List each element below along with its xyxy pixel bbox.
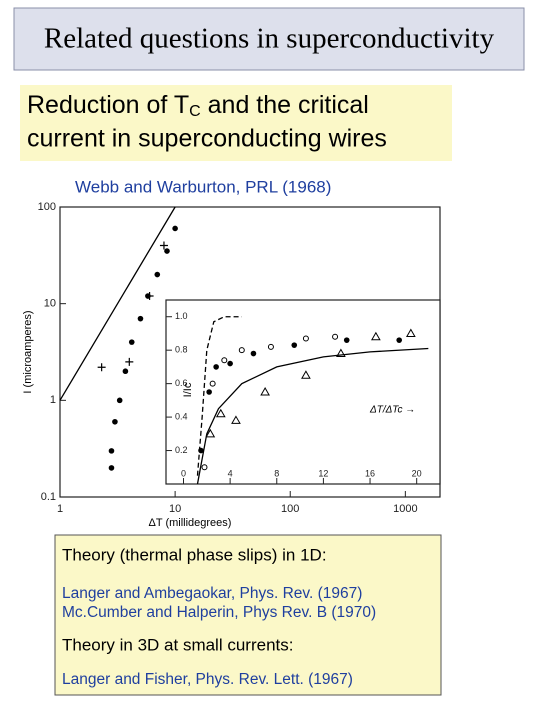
point <box>215 408 226 418</box>
point <box>137 315 144 322</box>
curve <box>196 347 429 485</box>
curve <box>196 316 242 476</box>
point <box>108 448 115 454</box>
point <box>231 415 241 424</box>
y-tick-label: 0.1 <box>41 491 56 503</box>
x-tick-label: 1 <box>57 503 63 515</box>
point <box>205 428 216 438</box>
point <box>260 386 270 396</box>
point <box>128 339 135 345</box>
theory-heading: Theory (thermal phase slips) in 1D: <box>62 545 327 564</box>
point <box>154 271 161 278</box>
point <box>201 464 208 471</box>
point <box>206 389 212 395</box>
y-tick-label: 0.2 <box>175 445 188 455</box>
point <box>198 447 204 454</box>
y-tick-label: 0.6 <box>175 378 188 388</box>
y-tick-label: 1.0 <box>175 311 188 321</box>
point <box>112 418 118 425</box>
x-tick-label: 100 <box>281 503 299 515</box>
x-axis-label: ΔT (millidegrees) <box>149 517 232 529</box>
subtitle-text: Reduction of T <box>27 91 189 119</box>
point <box>221 357 228 364</box>
point <box>396 337 402 343</box>
point <box>172 225 178 232</box>
curve <box>59 206 176 401</box>
y-tick-label: 10 <box>44 298 56 310</box>
point <box>116 397 123 404</box>
x-tick-label: 20 <box>412 468 422 478</box>
point <box>302 335 309 342</box>
y-tick-label: 1 <box>50 394 56 406</box>
reference: Langer and Ambegaokar, Phys. Rev. (1967) <box>62 585 362 602</box>
point <box>336 348 346 358</box>
point <box>227 360 233 367</box>
reference: Mc.Cumber and Halperin, Phys Rev. B (197… <box>62 604 376 621</box>
point <box>405 328 416 337</box>
point <box>250 350 257 357</box>
point <box>125 357 134 366</box>
y-tick-label: 100 <box>38 201 56 213</box>
point <box>343 337 350 343</box>
y-tick-label: 0.4 <box>175 411 188 421</box>
x-tick-label: 0 <box>181 468 186 478</box>
point <box>291 342 298 348</box>
x-tick-label: 12 <box>318 468 328 478</box>
point <box>371 331 381 341</box>
annotation: ΔT/ΔTc → <box>369 405 415 416</box>
point <box>301 370 311 379</box>
subtitle-sub: C <box>189 103 201 120</box>
subtitle-line2: current in superconducting wires <box>27 125 387 153</box>
point <box>332 333 339 340</box>
point <box>122 368 129 375</box>
title: Related questions in superconductivity <box>44 23 495 55</box>
x-tick-label: 4 <box>228 468 233 478</box>
x-tick-label: 16 <box>365 468 375 478</box>
y-tick-label: 0.8 <box>175 345 188 355</box>
point <box>159 241 168 250</box>
citation: Webb and Warburton, PRL (1968) <box>75 177 331 196</box>
y-axis-label: I/Ic <box>182 382 194 397</box>
point <box>108 465 115 471</box>
y-axis-label: I (microamperes) <box>22 310 34 393</box>
reference: Langer and Fisher, Phys. Rev. Lett. (196… <box>62 671 353 688</box>
point <box>145 292 154 301</box>
subtitle-text: and the critical <box>201 91 369 119</box>
x-tick-label: 8 <box>274 468 279 478</box>
x-tick-label: 1000 <box>393 503 417 515</box>
point <box>267 343 274 350</box>
title-box <box>13 7 525 71</box>
point <box>209 380 216 387</box>
point <box>213 364 219 370</box>
theory-heading: Theory in 3D at small currents: <box>62 635 293 654</box>
point <box>164 248 170 254</box>
theory-box <box>54 534 442 696</box>
point <box>238 347 245 354</box>
x-tick-label: 10 <box>169 503 181 515</box>
subtitle-box <box>20 85 452 161</box>
subtitle-line1: Reduction of TC and the critical <box>27 91 369 121</box>
point <box>97 363 106 372</box>
